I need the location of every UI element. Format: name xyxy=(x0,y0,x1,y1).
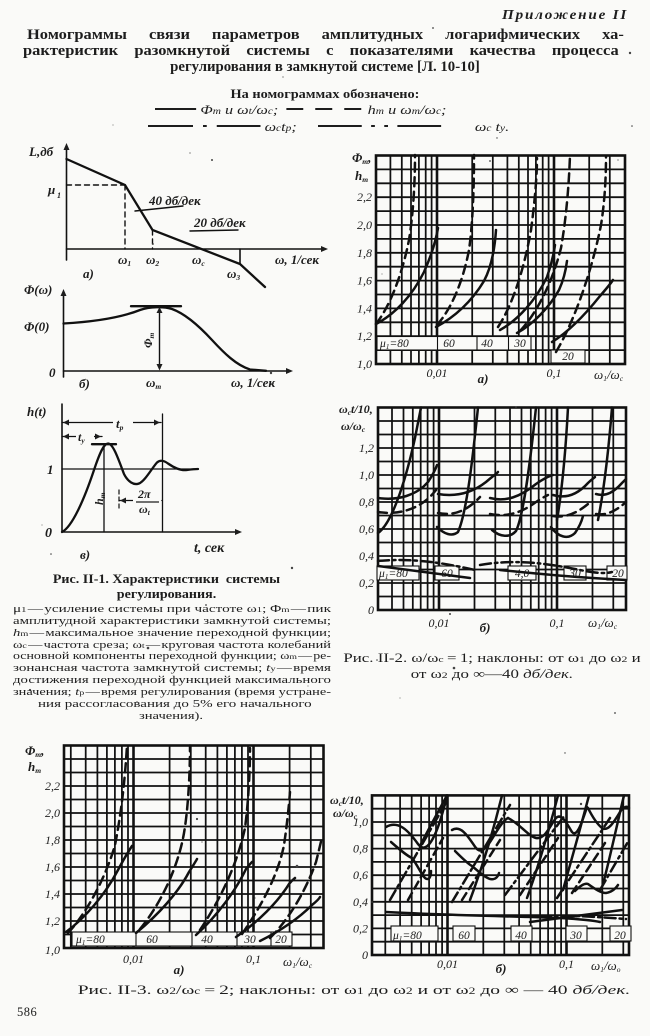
svg-text:μ1=80: μ1=80 xyxy=(379,338,409,351)
svg-text:1,6: 1,6 xyxy=(45,860,60,874)
svg-text:tу: tу xyxy=(78,430,85,445)
svg-text:20: 20 xyxy=(562,351,574,363)
svg-text:1,0: 1,0 xyxy=(357,357,372,371)
svg-text:tр: tр xyxy=(116,416,124,432)
svg-text:б): б) xyxy=(79,376,90,391)
svg-text:0,1: 0,1 xyxy=(246,952,261,966)
svg-text:1,8: 1,8 xyxy=(357,246,372,260)
svg-text:Φ(0): Φ(0) xyxy=(24,319,49,334)
svg-text:0,8: 0,8 xyxy=(359,495,374,509)
svg-text:1,0: 1,0 xyxy=(45,943,60,957)
svg-text:в): в) xyxy=(80,547,90,562)
svg-text:ω1/ωc: ω1/ωc xyxy=(588,615,618,631)
svg-text:30: 30 xyxy=(569,930,582,942)
svg-text:20 дб/дек: 20 дб/дек xyxy=(193,215,246,230)
svg-text:μ: μ xyxy=(47,182,55,197)
svg-text:2,2: 2,2 xyxy=(357,190,372,204)
svg-text:0,01: 0,01 xyxy=(427,366,448,380)
svg-text:1,2: 1,2 xyxy=(359,441,374,455)
svg-text:60: 60 xyxy=(441,568,453,580)
svg-text:ω/ωc: ω/ωc xyxy=(333,806,358,821)
svg-text:20: 20 xyxy=(614,930,626,942)
svg-text:Φm: Φm xyxy=(141,333,156,348)
svg-text:60: 60 xyxy=(443,338,455,350)
svg-text:2,0: 2,0 xyxy=(357,218,372,232)
svg-text:1,8: 1,8 xyxy=(45,833,60,847)
svg-text:h(t): h(t) xyxy=(27,404,47,419)
svg-text:0: 0 xyxy=(362,948,368,962)
svg-text:Φm,: Φm, xyxy=(25,743,44,759)
svg-text:4,0: 4,0 xyxy=(515,568,530,580)
svg-text:hm: hm xyxy=(355,168,368,184)
svg-text:1: 1 xyxy=(57,191,61,200)
svg-text:ωct/10,: ωct/10, xyxy=(330,793,364,808)
svg-text:60: 60 xyxy=(146,934,158,946)
svg-text:μ1=80: μ1=80 xyxy=(392,930,422,943)
svg-text:μ1=80: μ1=80 xyxy=(75,934,105,947)
svg-text:0,1: 0,1 xyxy=(547,366,562,380)
svg-text:40: 40 xyxy=(515,930,527,942)
svg-text:ω, 1/сек: ω, 1/сек xyxy=(275,252,319,267)
svg-text:1,0: 1,0 xyxy=(353,815,368,829)
svg-text:0,6: 0,6 xyxy=(353,868,368,882)
svg-text:0: 0 xyxy=(49,365,56,380)
svg-text:20: 20 xyxy=(612,568,624,580)
svg-text:Φm,: Φm, xyxy=(352,150,371,166)
svg-text:1,2: 1,2 xyxy=(45,914,60,928)
svg-text:0,01: 0,01 xyxy=(123,952,144,966)
svg-text:30: 30 xyxy=(513,338,526,350)
svg-text:hm: hm xyxy=(28,759,41,775)
svg-text:hm: hm xyxy=(92,492,107,505)
svg-text:2π: 2π xyxy=(137,487,151,501)
svg-text:б): б) xyxy=(480,620,491,635)
svg-text:0,8: 0,8 xyxy=(353,842,368,856)
svg-text:а): а) xyxy=(174,962,185,977)
svg-text:б): б) xyxy=(496,961,507,976)
svg-text:60: 60 xyxy=(458,930,470,942)
svg-text:0,6: 0,6 xyxy=(359,522,374,536)
svg-text:0,2: 0,2 xyxy=(353,921,368,935)
svg-text:0,01: 0,01 xyxy=(437,957,458,971)
svg-text:ω1: ω1 xyxy=(118,252,131,268)
svg-text:30: 30 xyxy=(568,568,581,580)
svg-text:40: 40 xyxy=(481,338,493,350)
svg-text:ω1/ωo: ω1/ωo xyxy=(591,958,621,974)
svg-text:0,4: 0,4 xyxy=(359,549,374,563)
svg-text:ωm: ωm xyxy=(146,375,161,391)
svg-text:40: 40 xyxy=(201,934,213,946)
svg-text:ωt: ωt xyxy=(139,502,151,517)
svg-text:t, сек: t, сек xyxy=(194,541,225,556)
svg-text:2,0: 2,0 xyxy=(45,806,60,820)
svg-text:Φ(ω): Φ(ω) xyxy=(24,282,52,297)
svg-text:ω/ωc: ω/ωc xyxy=(341,419,366,434)
svg-text:ω, 1/сек: ω, 1/сек xyxy=(231,375,275,390)
svg-text:1,4: 1,4 xyxy=(45,887,60,901)
svg-text:0,1: 0,1 xyxy=(559,957,574,971)
svg-text:0,2: 0,2 xyxy=(359,576,374,590)
svg-text:40 дб/дек: 40 дб/дек xyxy=(148,193,201,208)
svg-text:1,2: 1,2 xyxy=(357,329,372,343)
svg-text:0: 0 xyxy=(368,603,374,617)
svg-text:0,4: 0,4 xyxy=(353,895,368,909)
svg-text:ω2: ω2 xyxy=(146,252,159,268)
svg-text:ω3: ω3 xyxy=(227,266,240,282)
svg-text:1: 1 xyxy=(47,462,54,477)
svg-text:1,4: 1,4 xyxy=(357,301,372,315)
svg-text:1,0: 1,0 xyxy=(359,468,374,482)
svg-text:1,6: 1,6 xyxy=(357,274,372,288)
svg-text:ω1/ωc: ω1/ωc xyxy=(283,954,313,970)
svg-text:2,2: 2,2 xyxy=(45,779,60,793)
svg-text:30: 30 xyxy=(243,934,256,946)
svg-text:20: 20 xyxy=(275,934,287,946)
svg-text:L,дб: L,дб xyxy=(28,144,54,159)
svg-text:0,01: 0,01 xyxy=(429,616,450,630)
svg-text:ωc: ωc xyxy=(192,252,205,268)
svg-text:а): а) xyxy=(83,266,94,281)
svg-text:ω1/ωc: ω1/ωc xyxy=(594,367,624,383)
svg-text:ωct/10,: ωct/10, xyxy=(339,402,373,417)
svg-text:0: 0 xyxy=(45,526,52,541)
svg-text:0,1: 0,1 xyxy=(550,616,565,630)
svg-text:а): а) xyxy=(478,371,489,386)
svg-text:μ1=80: μ1=80 xyxy=(378,568,408,581)
